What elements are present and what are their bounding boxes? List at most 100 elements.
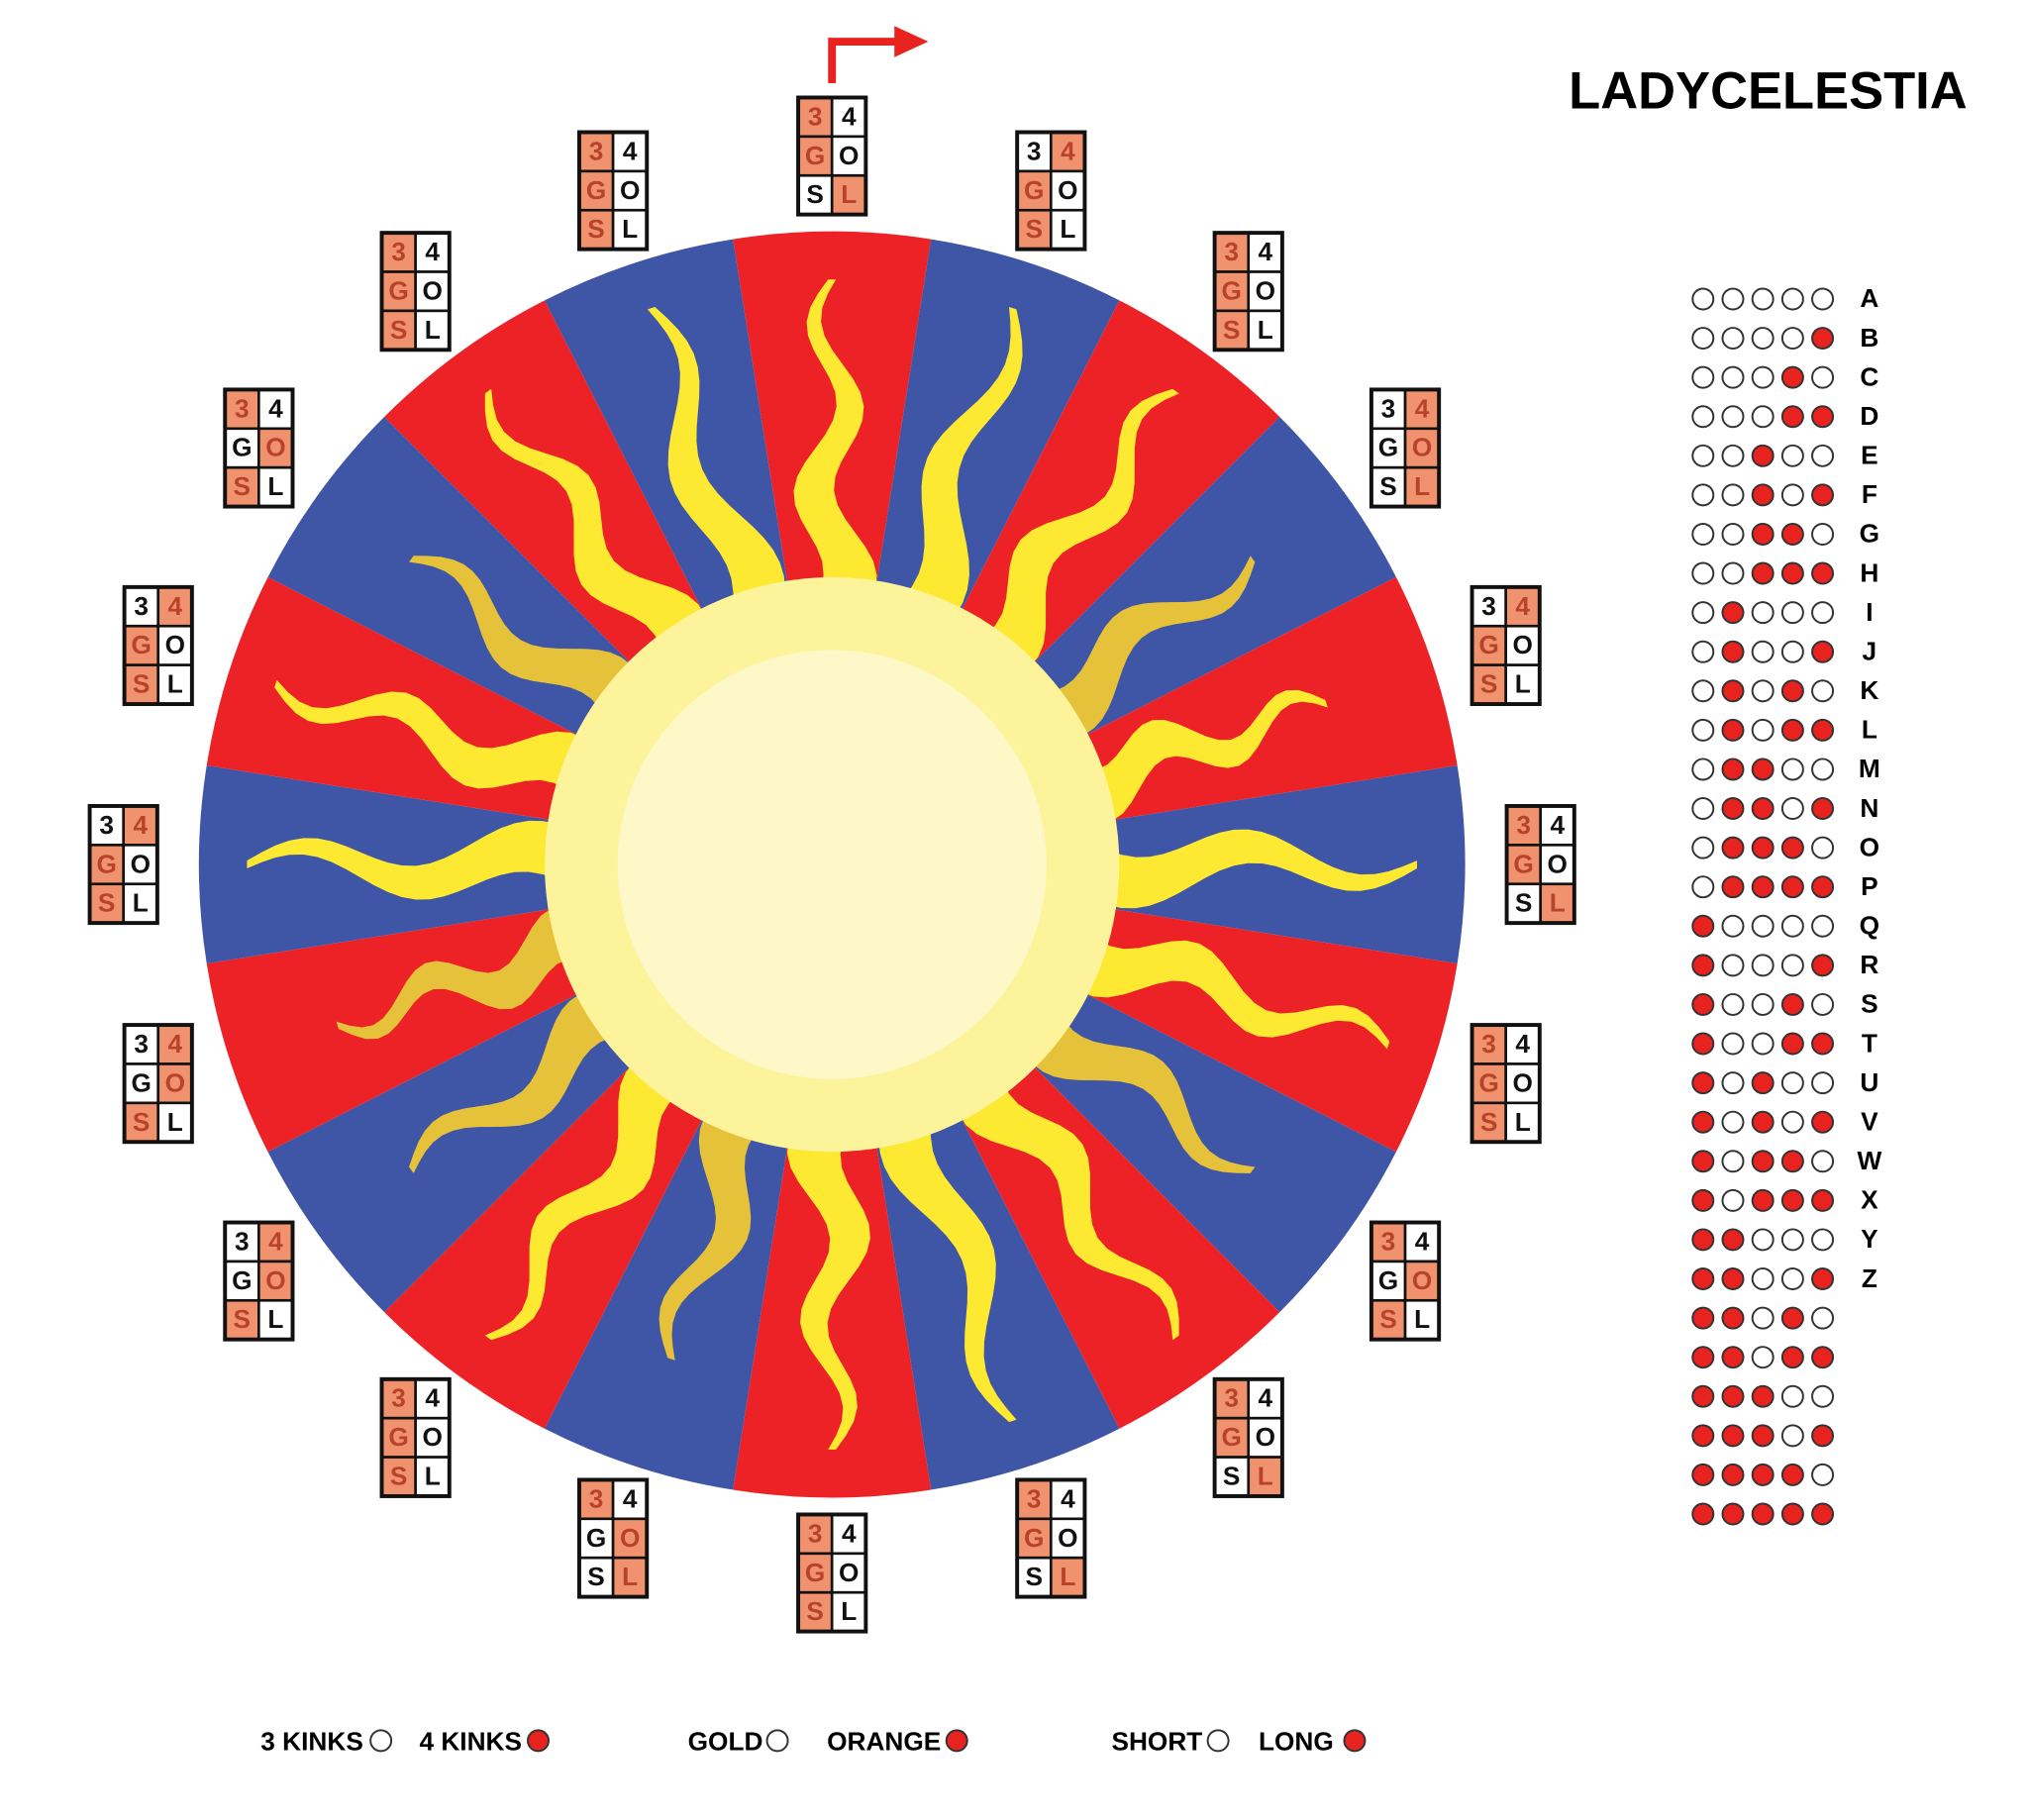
code-dot — [1691, 365, 1715, 389]
legend-label: GOLD — [688, 1726, 763, 1756]
code-dot — [1691, 992, 1715, 1016]
code-dot — [1811, 1384, 1835, 1408]
clue-cell-label: 4 — [1415, 393, 1430, 423]
code-dot — [1721, 758, 1745, 781]
code-dot — [1811, 914, 1835, 938]
clue-cell — [380, 1456, 417, 1498]
code-dot — [1811, 640, 1835, 663]
code-dot — [1811, 1150, 1835, 1173]
code-dot — [1811, 1071, 1835, 1095]
clue-cell-label: L — [1414, 471, 1430, 501]
clue-cell-label: O — [1256, 275, 1275, 305]
legend-label: 3 KINKS — [260, 1726, 363, 1756]
clue-cell-label: O — [423, 275, 443, 305]
code-dot — [1811, 522, 1835, 546]
code-dot — [1751, 1346, 1774, 1369]
code-dot — [1721, 914, 1745, 938]
code-dot — [1721, 1032, 1745, 1056]
clue-cell-label: 4 — [167, 1029, 182, 1059]
clue-cell-label: L — [1258, 1462, 1273, 1491]
clue-cell-label: 3 — [391, 237, 406, 266]
code-dot — [1721, 797, 1745, 821]
sun-ray — [793, 279, 877, 618]
code-dot — [1721, 365, 1745, 389]
sun-ray — [647, 306, 786, 640]
code-dot — [1811, 1228, 1835, 1252]
clue-cell-label: 4 — [1550, 810, 1565, 840]
code-dot — [1751, 1463, 1774, 1486]
clue-cell-label: 4 — [1259, 1383, 1273, 1413]
clue-cell — [611, 169, 649, 212]
code-dot — [1751, 1032, 1774, 1056]
legend-dot — [1343, 1729, 1367, 1753]
code-dot — [1751, 1502, 1774, 1526]
clue-cell-label: G — [1478, 630, 1498, 659]
code-dot — [1811, 327, 1835, 351]
clue-cell-label: L — [133, 888, 149, 918]
clue-cell — [1049, 169, 1086, 212]
clue-cell-label: S — [390, 1462, 408, 1491]
code-dot — [1751, 836, 1774, 859]
clue-cell-label: G — [1221, 275, 1241, 305]
clue-cell — [1247, 270, 1284, 313]
clue-cell-label: 4 — [623, 1483, 638, 1513]
code-dot — [1751, 1188, 1774, 1212]
code-letter: I — [1866, 597, 1873, 627]
code-dot — [1811, 287, 1835, 311]
code-dot — [1721, 1424, 1745, 1448]
sun-ray — [247, 820, 585, 900]
clue-box-border — [122, 584, 194, 706]
code-dot — [1721, 679, 1745, 703]
clue-cell-label: O — [1412, 1265, 1432, 1295]
clue-cell-label: S — [390, 315, 408, 345]
clue-cell-label: G — [1378, 1265, 1398, 1295]
code-dot — [1721, 1071, 1745, 1095]
clue-cell-label: 4 — [167, 591, 182, 621]
clue-cell-label: 4 — [842, 1518, 857, 1548]
sun-ray — [786, 1111, 870, 1450]
clue-box-border — [1369, 387, 1442, 509]
code-dot — [1751, 954, 1774, 977]
code-letter: K — [1860, 675, 1878, 705]
clue-box-border — [379, 231, 452, 353]
clue-box: 3 4G OS L — [796, 95, 868, 217]
code-dot — [1811, 1032, 1835, 1056]
clue-box-border — [1212, 1376, 1284, 1498]
clue-cell-label: L — [1258, 315, 1273, 345]
code-dot — [1691, 875, 1715, 899]
clue-cell-label: 3 — [808, 101, 823, 131]
clue-cell-label: L — [425, 1462, 441, 1491]
code-dot — [1780, 679, 1804, 703]
clue-cell-label: G — [586, 1523, 606, 1553]
clue-cell-label: 4 — [268, 1226, 283, 1256]
code-dot — [1811, 365, 1835, 389]
legend-dot — [945, 1729, 968, 1753]
code-dot — [1691, 1502, 1715, 1526]
clue-box-border — [379, 1376, 452, 1498]
legend-dot — [1206, 1729, 1230, 1753]
code-letter: V — [1861, 1106, 1878, 1136]
sun-ray — [409, 556, 651, 744]
code-dot — [1751, 1384, 1774, 1408]
code-dot — [1780, 992, 1804, 1016]
clue-cell-label: G — [131, 630, 151, 659]
code-dot — [1721, 718, 1745, 742]
code-dot — [1691, 1267, 1715, 1290]
clue-cell-label: S — [133, 1107, 151, 1137]
code-dot — [1780, 1384, 1804, 1408]
sun-core — [617, 650, 1047, 1079]
legend-label: SHORT — [1111, 1726, 1202, 1756]
code-dot — [1691, 718, 1715, 742]
clue-cell-label: O — [1513, 630, 1533, 659]
clue-cell-label: G — [232, 433, 252, 462]
code-dot — [1691, 679, 1715, 703]
clue-cell-label: S — [1223, 1462, 1241, 1491]
clue-box: 3 4G OS L — [1212, 231, 1284, 353]
code-dot — [1721, 287, 1745, 311]
code-dot — [1691, 1110, 1715, 1134]
clue-cell-label: O — [1412, 433, 1432, 462]
clue-cell-label: L — [1515, 1107, 1531, 1137]
code-dot — [1751, 1228, 1774, 1252]
